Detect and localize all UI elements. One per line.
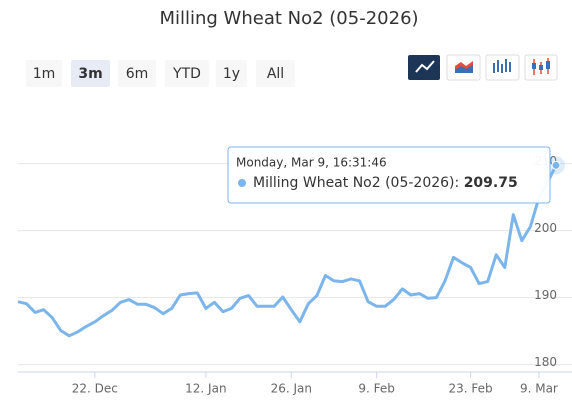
x-tick-label: 12. Jan	[185, 382, 226, 396]
ohlc-icon	[493, 59, 511, 73]
range-button[interactable]	[26, 60, 62, 87]
range-selector: 1m 3m 6m YTD 1y All	[26, 60, 295, 87]
x-tick-label: 23. Feb	[449, 382, 493, 396]
x-tick-label: 26. Jan	[271, 382, 312, 396]
tooltip-series-label: Milling Wheat No2 (05-2026):	[253, 175, 459, 191]
candle-icon	[532, 61, 550, 70]
series-line	[17, 164, 558, 338]
tooltip: Monday, Mar 9, 16:31:46 Milling Wheat No…	[227, 146, 551, 204]
hover-point	[551, 160, 561, 170]
range-button-label: 3m	[78, 66, 102, 82]
range-button[interactable]	[165, 60, 209, 87]
range-button-label: 1y	[223, 66, 240, 82]
y-tick-label: 200	[534, 221, 557, 235]
tooltip-value: 209.75	[464, 175, 518, 191]
tooltip-box	[227, 146, 551, 204]
x-tick-label: 22. Dec	[72, 382, 118, 396]
range-button[interactable]	[256, 60, 295, 87]
chart-title: Milling Wheat No2 (05-2026)	[159, 8, 418, 29]
y-tick-label: 190	[534, 288, 557, 302]
line-icon	[415, 60, 435, 73]
chart-type-switcher	[408, 54, 558, 81]
range-button[interactable]	[71, 60, 110, 87]
range-button-label: 1m	[33, 66, 56, 82]
x-tick-label: 9. Mar	[520, 382, 558, 396]
range-button[interactable]	[216, 60, 247, 87]
x-tick-label: 9. Feb	[358, 382, 395, 396]
tooltip-marker	[238, 179, 246, 187]
range-button-label: YTD	[172, 66, 201, 82]
range-button-label: 6m	[126, 66, 149, 82]
tooltip-series: Milling Wheat No2 (05-2026): 209.75	[253, 175, 518, 191]
tooltip-date: Monday, Mar 9, 16:31:46	[236, 156, 387, 170]
area-icon-lower	[455, 65, 473, 73]
range-button-label: All	[267, 66, 284, 82]
y-tick-label: 180	[534, 355, 557, 369]
range-button[interactable]	[118, 60, 156, 87]
